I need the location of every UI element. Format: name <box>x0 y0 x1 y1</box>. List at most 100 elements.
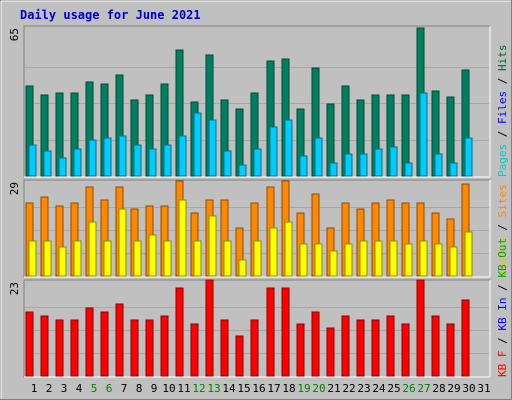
bar-kb_f <box>311 311 320 377</box>
bar-kb_f <box>371 319 380 377</box>
legend-entry: Pages <box>496 144 509 177</box>
x-tick-label: 26 <box>402 382 415 395</box>
bar-kb_f <box>115 303 124 377</box>
x-tick-label: 14 <box>222 382 236 395</box>
bar-kb_f <box>250 319 259 377</box>
bar-visits <box>314 243 323 277</box>
x-tick-label: 22 <box>342 382 355 395</box>
x-tick-label: 10 <box>162 382 175 395</box>
bar-pages <box>238 164 247 177</box>
bar-visits <box>223 240 232 277</box>
bar-pages <box>223 150 232 177</box>
bar-visits <box>464 231 473 277</box>
bar-pages <box>118 135 127 177</box>
x-tick-label: 1 <box>31 382 38 395</box>
bar-pages <box>344 153 353 177</box>
bar-pages <box>434 153 443 177</box>
bar-kb_f <box>40 315 49 377</box>
bar-kb_f <box>145 319 154 377</box>
bar-kb_f <box>235 335 244 377</box>
bar-kb_f <box>190 323 199 377</box>
bar-pages <box>253 148 262 177</box>
legend-entry: Visits <box>496 237 509 277</box>
bar-pages <box>299 155 308 177</box>
x-tick-label: 16 <box>252 382 265 395</box>
legend-entry: KB In <box>496 298 509 331</box>
bar-pages <box>193 112 202 177</box>
bar-kb_f <box>175 287 184 377</box>
bar-visits <box>238 259 247 277</box>
bar-kb_f <box>416 279 425 377</box>
bar-kb_f <box>386 315 395 377</box>
x-tick-label: 4 <box>76 382 83 395</box>
x-tick-label: 25 <box>387 382 400 395</box>
bar-visits <box>178 199 187 277</box>
bar-kb_f <box>401 323 410 377</box>
bar-visits <box>208 215 217 277</box>
bar-visits <box>449 246 458 277</box>
bar-kb_f <box>160 315 169 377</box>
x-tick-label: 17 <box>267 382 280 395</box>
bar-visits <box>193 240 202 277</box>
x-tick-label: 24 <box>372 382 386 395</box>
legend-entry: / <box>496 124 509 144</box>
bar-kb_f <box>446 323 455 377</box>
legend-entry: / <box>496 217 509 237</box>
bar-pages <box>359 153 368 177</box>
x-tick-label: 19 <box>297 382 310 395</box>
bar-pages <box>449 162 458 177</box>
bar-visits <box>163 240 172 277</box>
bar-visits <box>118 208 127 277</box>
x-tick-label: 15 <box>237 382 250 395</box>
bar-kb_f <box>130 319 139 377</box>
x-tick-label: 20 <box>312 382 325 395</box>
bar-pages <box>163 144 172 177</box>
panel-visits-sites: 29 Visits / Sites <box>8 179 509 278</box>
bar-visits <box>419 240 428 277</box>
x-tick-label: 31 <box>477 382 490 395</box>
bar-visits <box>389 240 398 277</box>
legend-entry: KB Out <box>496 238 509 278</box>
x-tick-label: 21 <box>327 382 340 395</box>
bar-visits <box>133 240 142 277</box>
y-max-label: 23 <box>8 282 21 295</box>
bar-pages <box>404 162 413 177</box>
panel-kb: 23 KB F / KB In / KB Out <box>8 238 509 378</box>
bar-kb_f <box>220 319 229 377</box>
bar-pages <box>419 92 428 177</box>
bar-kb_f <box>266 287 275 377</box>
x-tick-label: 23 <box>357 382 370 395</box>
x-tick-label: 9 <box>151 382 158 395</box>
bar-visits <box>344 243 353 277</box>
legend-entry: / <box>496 278 509 298</box>
x-tick-label: 18 <box>282 382 295 395</box>
bar-visits <box>359 240 368 277</box>
bar-visits <box>284 221 293 277</box>
chart-title: Daily usage for June 2021 <box>20 8 201 22</box>
legend-entry: Files <box>496 91 509 124</box>
panel-pages-files-hits: 65 Pages / Files / Hits <box>8 25 509 178</box>
bar-visits <box>58 246 67 277</box>
panel-legend: Visits / Sites <box>496 184 509 277</box>
bar-visits <box>148 234 157 277</box>
bar-kb_f <box>431 315 440 377</box>
bar-pages <box>58 157 67 177</box>
bar-kb_f <box>281 287 290 377</box>
bar-pages <box>43 150 52 177</box>
bar-visits <box>299 243 308 277</box>
panel-legend: KB F / KB In / KB Out <box>496 238 509 377</box>
bar-kb_f <box>25 311 34 377</box>
x-tick-label: 5 <box>91 382 98 395</box>
bar-pages <box>314 137 323 177</box>
x-tick-label: 6 <box>106 382 113 395</box>
bar-kb_f <box>356 319 365 377</box>
bar-kb_f <box>85 307 94 377</box>
x-axis-labels: 1 2 3 4 5 6 7 8 9 10 11 12 13 14 15 16 17 18 19 20 21 22 23 24 2… <box>31 382 491 395</box>
x-tick-label: 7 <box>121 382 128 395</box>
legend-entry: Hits <box>496 45 509 72</box>
bar-pages <box>374 148 383 177</box>
x-tick-label: 30 <box>462 382 475 395</box>
bar-pages <box>148 148 157 177</box>
